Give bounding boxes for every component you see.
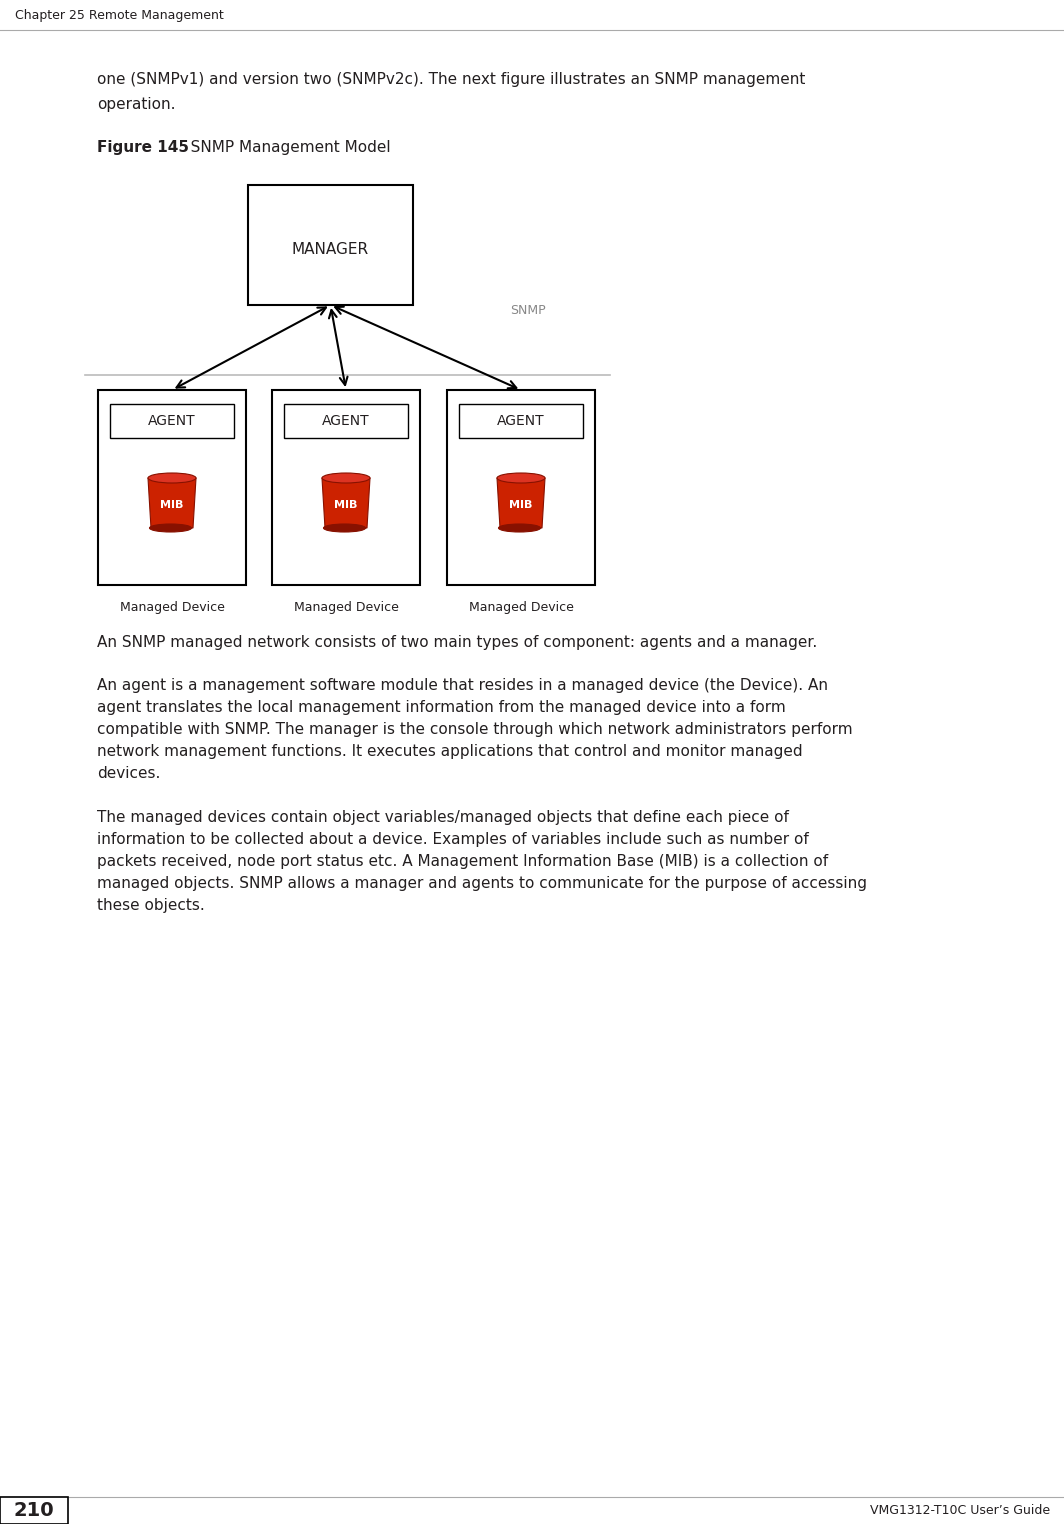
Polygon shape	[148, 479, 196, 527]
Text: Figure 145: Figure 145	[97, 140, 189, 155]
Text: AGENT: AGENT	[497, 415, 545, 428]
Text: packets received, node port status etc. A Management Information Base (MIB) is a: packets received, node port status etc. …	[97, 853, 828, 869]
Bar	[248, 184, 413, 305]
Ellipse shape	[497, 472, 545, 483]
Text: Chapter 25 Remote Management: Chapter 25 Remote Management	[15, 9, 223, 23]
Bar	[0, 1497, 68, 1524]
Text: MIB: MIB	[334, 500, 358, 511]
Ellipse shape	[323, 524, 366, 532]
Text: Managed Device: Managed Device	[119, 600, 225, 614]
Ellipse shape	[150, 524, 192, 532]
Text: VMG1312-T10C User’s Guide: VMG1312-T10C User’s Guide	[870, 1504, 1050, 1518]
Text: MIB: MIB	[510, 500, 533, 511]
Text: devices.: devices.	[97, 767, 161, 780]
Text: An SNMP managed network consists of two main types of component: agents and a ma: An SNMP managed network consists of two …	[97, 636, 817, 651]
Ellipse shape	[499, 524, 541, 532]
Text: 210: 210	[14, 1501, 54, 1521]
Text: compatible with SNMP. The manager is the console through which network administr: compatible with SNMP. The manager is the…	[97, 722, 852, 738]
Bar	[110, 404, 234, 437]
Text: An agent is a management software module that resides in a managed device (the D: An agent is a management software module…	[97, 678, 828, 693]
Text: MANAGER: MANAGER	[292, 242, 369, 258]
Text: Managed Device: Managed Device	[294, 600, 398, 614]
Bar	[284, 404, 408, 437]
Text: Managed Device: Managed Device	[468, 600, 573, 614]
Polygon shape	[322, 479, 370, 527]
Text: operation.: operation.	[97, 98, 176, 111]
Ellipse shape	[322, 472, 370, 483]
Text: AGENT: AGENT	[148, 415, 196, 428]
Bar	[447, 390, 595, 585]
Text: MIB: MIB	[161, 500, 184, 511]
Text: AGENT: AGENT	[322, 415, 370, 428]
Bar	[272, 390, 420, 585]
Text: these objects.: these objects.	[97, 898, 204, 913]
Text: The managed devices contain object variables/managed objects that define each pi: The managed devices contain object varia…	[97, 809, 788, 824]
Text: SNMP Management Model: SNMP Management Model	[176, 140, 390, 155]
Bar	[98, 390, 246, 585]
Text: SNMP: SNMP	[510, 303, 546, 317]
Text: network management functions. It executes applications that control and monitor : network management functions. It execute…	[97, 744, 802, 759]
Bar	[459, 404, 583, 437]
Ellipse shape	[148, 472, 196, 483]
Text: agent translates the local management information from the managed device into a: agent translates the local management in…	[97, 700, 785, 715]
Text: one (SNMPv1) and version two (SNMPv2c). The next figure illustrates an SNMP mana: one (SNMPv1) and version two (SNMPv2c). …	[97, 72, 805, 87]
Text: information to be collected about a device. Examples of variables include such a: information to be collected about a devi…	[97, 832, 809, 847]
Text: managed objects. SNMP allows a manager and agents to communicate for the purpose: managed objects. SNMP allows a manager a…	[97, 876, 867, 892]
Polygon shape	[497, 479, 545, 527]
